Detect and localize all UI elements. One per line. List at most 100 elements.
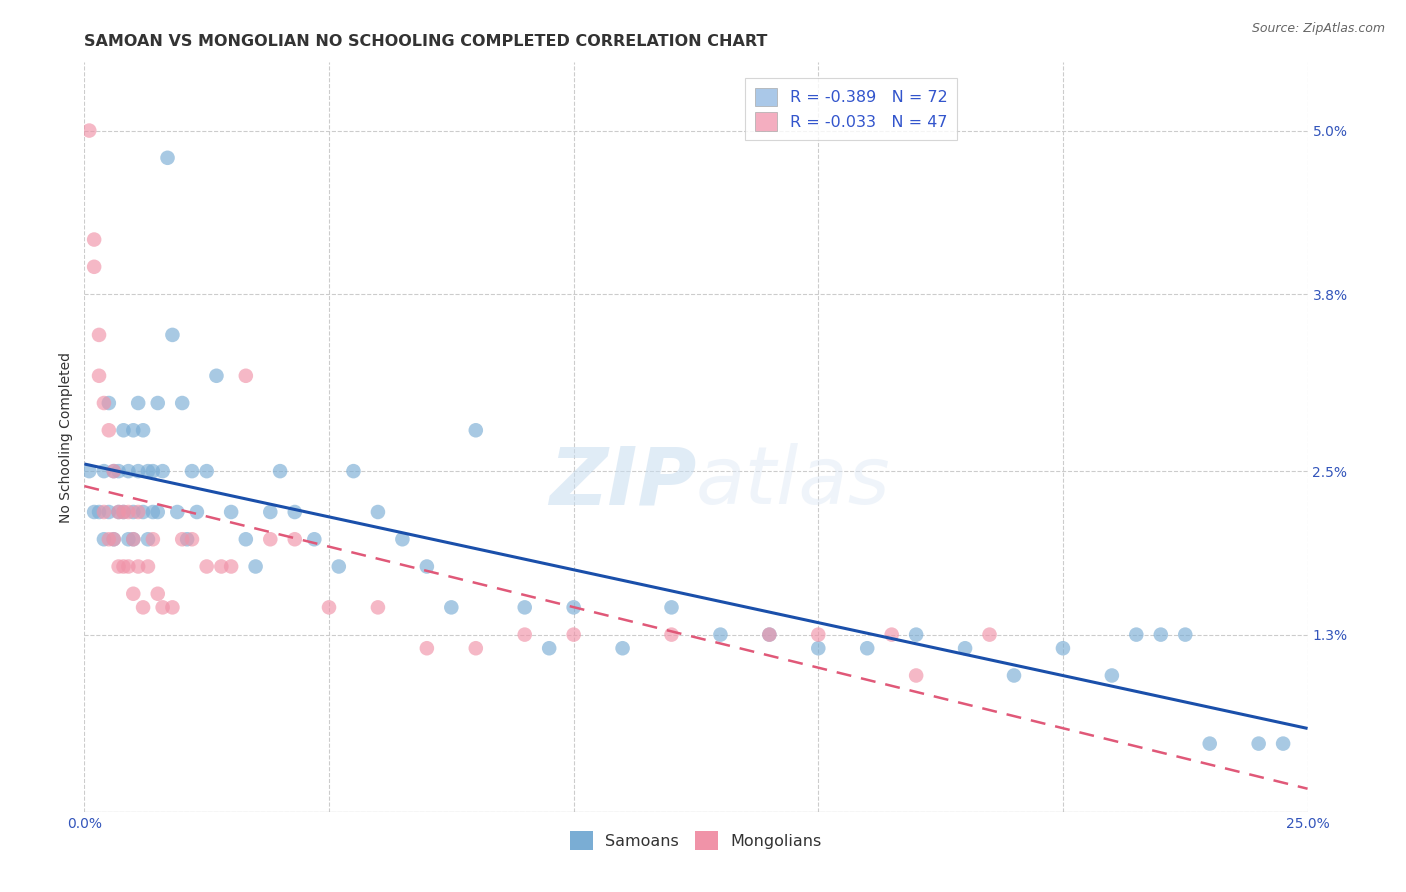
Point [1272,737,1295,751]
Point [107,464,129,478]
Point [284,533,307,547]
Point [93,505,115,519]
Point [367,600,389,615]
Point [97,533,120,547]
Point [132,505,155,519]
Point [107,505,129,519]
Point [195,559,218,574]
Point [612,641,634,656]
Point [127,464,149,478]
Point [87,505,110,519]
Point [117,505,139,519]
Point [112,559,135,574]
Point [83,260,105,274]
Point [1174,627,1197,641]
Point [304,533,326,547]
Point [416,641,439,656]
Point [219,505,242,519]
Point [880,627,903,641]
Point [156,151,179,165]
Point [205,368,228,383]
Point [77,123,100,137]
Point [269,464,291,478]
Text: Source: ZipAtlas.com: Source: ZipAtlas.com [1251,22,1385,36]
Point [146,587,169,601]
Point [235,533,257,547]
Point [259,533,281,547]
Point [127,505,149,519]
Point [172,533,194,547]
Point [136,464,159,478]
Point [112,423,135,437]
Point [87,327,110,342]
Point [77,464,100,478]
Point [112,505,135,519]
Point [235,368,257,383]
Point [391,533,413,547]
Point [562,600,585,615]
Point [181,533,204,547]
Point [122,533,145,547]
Point [122,423,145,437]
Point [758,627,780,641]
Point [953,641,976,656]
Point [107,559,129,574]
Point [127,559,149,574]
Point [122,533,145,547]
Point [97,396,120,410]
Point [562,627,585,641]
Point [103,533,125,547]
Point [93,533,115,547]
Point [219,559,242,574]
Point [1002,668,1025,682]
Point [146,396,169,410]
Point [195,464,218,478]
Point [136,533,159,547]
Point [979,627,1001,641]
Point [284,505,307,519]
Point [181,464,204,478]
Point [661,627,683,641]
Point [83,505,105,519]
Legend: Samoans, Mongolians: Samoans, Mongolians [564,825,828,856]
Point [117,464,139,478]
Point [513,627,536,641]
Point [1150,627,1173,641]
Point [142,505,165,519]
Point [172,396,194,410]
Point [318,600,340,615]
Point [152,464,174,478]
Point [176,533,198,547]
Point [132,600,155,615]
Point [709,627,731,641]
Point [416,559,439,574]
Point [136,559,159,574]
Text: atlas: atlas [696,443,891,521]
Point [142,464,165,478]
Point [538,641,561,656]
Point [152,600,174,615]
Point [97,505,120,519]
Point [166,505,188,519]
Point [856,641,879,656]
Point [1247,737,1270,751]
Point [162,600,184,615]
Point [758,627,780,641]
Point [103,533,125,547]
Point [107,505,129,519]
Y-axis label: No Schooling Completed: No Schooling Completed [59,351,73,523]
Point [142,533,165,547]
Point [146,505,169,519]
Point [209,559,232,574]
Point [905,668,928,682]
Point [97,423,120,437]
Point [464,423,486,437]
Point [245,559,267,574]
Point [1198,737,1220,751]
Point [1052,641,1074,656]
Point [440,600,463,615]
Point [103,464,125,478]
Point [513,600,536,615]
Point [1125,627,1147,641]
Point [186,505,208,519]
